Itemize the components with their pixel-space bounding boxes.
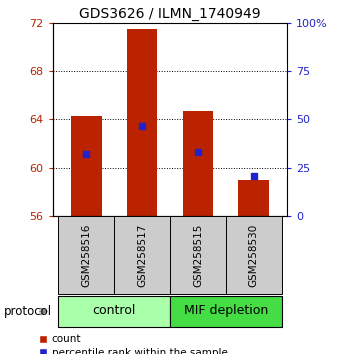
Legend: count, percentile rank within the sample: count, percentile rank within the sample — [39, 335, 227, 354]
Text: control: control — [92, 304, 136, 317]
Text: MIF depletion: MIF depletion — [184, 304, 268, 317]
Text: GSM258530: GSM258530 — [249, 223, 259, 286]
Text: GSM258516: GSM258516 — [81, 223, 91, 287]
Bar — [58, 296, 170, 327]
Text: protocol: protocol — [3, 305, 52, 318]
Bar — [71, 116, 102, 216]
Bar — [170, 296, 282, 327]
Bar — [127, 29, 157, 216]
Bar — [58, 216, 114, 294]
Bar — [226, 216, 282, 294]
Text: GSM258515: GSM258515 — [193, 223, 203, 287]
Title: GDS3626 / ILMN_1740949: GDS3626 / ILMN_1740949 — [79, 7, 261, 21]
Bar — [114, 216, 170, 294]
Text: GSM258517: GSM258517 — [137, 223, 147, 287]
Bar — [238, 180, 269, 216]
Bar — [170, 216, 226, 294]
Bar — [183, 111, 213, 216]
